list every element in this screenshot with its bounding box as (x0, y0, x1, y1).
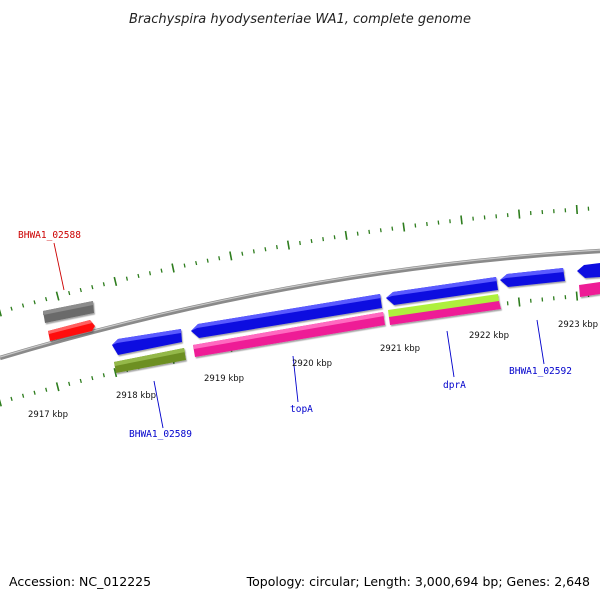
minor-tick (414, 223, 417, 228)
minor-tick (356, 231, 359, 236)
major-tick (113, 368, 118, 378)
major-tick (575, 291, 579, 301)
minor-tick (102, 373, 105, 378)
minor-tick (33, 300, 36, 305)
leader-BHWA1-02589 (153, 380, 164, 429)
minor-tick (160, 268, 163, 273)
major-tick (518, 209, 521, 219)
label-leaders (53, 242, 545, 429)
minor-tick (91, 285, 94, 290)
genome-backbone (0, 248, 600, 361)
accession-text: Accession: NC_012225 (9, 574, 151, 589)
major-tick (0, 309, 2, 317)
minor-tick (426, 222, 428, 227)
minor-tick (137, 273, 140, 279)
scale-label: 2919 kbp (204, 374, 244, 384)
scale-label: 2917 kbp (28, 410, 68, 420)
product-bar-dprA-pink[interactable] (389, 301, 501, 325)
genome-backbone-highlight (0, 249, 600, 358)
feature-track (43, 263, 600, 373)
product-bar-highlight (193, 312, 384, 349)
leader-topA (292, 355, 299, 403)
minor-tick (10, 306, 13, 311)
minor-tick (252, 249, 255, 254)
scale-label: 2922 kbp (469, 331, 509, 341)
gene-label[interactable]: BHWA1_02589 (129, 429, 192, 440)
leader-BHWA1-02588 (53, 242, 65, 291)
product-bar-next[interactable] (579, 282, 600, 297)
scale-labels: 2917 kbp 2918 kbp 2919 kbp 2920 kbp 2921… (28, 320, 598, 420)
minor-tick (102, 282, 105, 287)
major-tick (402, 222, 406, 232)
minor-tick (310, 238, 313, 244)
major-tick (575, 204, 578, 215)
minor-tick (33, 390, 36, 395)
major-tick (55, 382, 60, 392)
minor-tick (299, 240, 301, 246)
minor-tick (322, 237, 325, 242)
gene-labels: BHWA1_02588 BHWA1_02589 topA dprA BHWA1_… (18, 230, 572, 440)
cds-arrow-highlight (48, 320, 92, 334)
major-tick (286, 240, 290, 250)
minor-tick (391, 226, 394, 231)
major-tick (344, 230, 348, 240)
minor-tick (218, 256, 221, 261)
minor-tick (21, 303, 25, 308)
major-tick (517, 297, 521, 307)
gene-arrow-highlight (112, 329, 181, 345)
minor-tick (79, 287, 82, 293)
leader-BHWA1-02592 (536, 319, 545, 365)
minor-tick (125, 276, 129, 281)
major-tick (0, 399, 2, 407)
gene-arrow-highlight (386, 277, 497, 298)
minor-tick (183, 263, 186, 268)
gene-arrow-highlight (500, 268, 564, 280)
minor-tick (21, 393, 25, 398)
gene-bar-highlight (43, 301, 93, 315)
minor-tick (206, 258, 209, 263)
gene-label[interactable]: BHWA1_02588 (18, 230, 81, 241)
minor-tick (148, 271, 152, 276)
minor-tick (437, 220, 440, 225)
major-tick (55, 291, 60, 301)
minor-tick (79, 378, 82, 384)
minor-tick (195, 260, 198, 266)
minor-tick (275, 244, 278, 250)
scale-label: 2921 kbp (380, 344, 420, 354)
product-bar-highlight (114, 348, 185, 366)
leader-dprA (446, 330, 455, 378)
gene-arrow-next[interactable] (577, 263, 600, 278)
scale-label: 2920 kbp (292, 359, 332, 369)
minor-tick (68, 381, 71, 386)
gene-label[interactable]: topA (290, 404, 313, 415)
major-tick (460, 215, 463, 225)
genome-summary-text: Topology: circular; Length: 3,000,694 bp… (246, 574, 590, 589)
major-tick (171, 263, 175, 273)
map-title: Brachyspira hyodysenteriae WA1, complete… (129, 12, 471, 27)
minor-tick (44, 297, 48, 302)
minor-tick (10, 396, 13, 401)
minor-tick (264, 247, 267, 252)
product-bar-dprA-lime[interactable] (388, 294, 499, 318)
minor-tick (241, 251, 244, 256)
gene-arrow-highlight (191, 294, 381, 331)
gene-label[interactable]: dprA (443, 380, 466, 391)
major-tick (229, 251, 233, 261)
cds-arrow-BHWA1-02588[interactable] (48, 320, 95, 341)
minor-tick (379, 228, 382, 233)
minor-tick (91, 376, 94, 381)
minor-tick (333, 235, 336, 240)
gene-label[interactable]: BHWA1_02592 (509, 366, 572, 377)
outer-tick-ring (0, 204, 590, 317)
scale-label: 2918 kbp (116, 391, 156, 401)
minor-tick (68, 290, 71, 296)
scale-label: 2923 kbp (558, 320, 598, 330)
minor-tick (45, 387, 48, 392)
major-tick (113, 276, 118, 286)
minor-tick (368, 229, 371, 234)
